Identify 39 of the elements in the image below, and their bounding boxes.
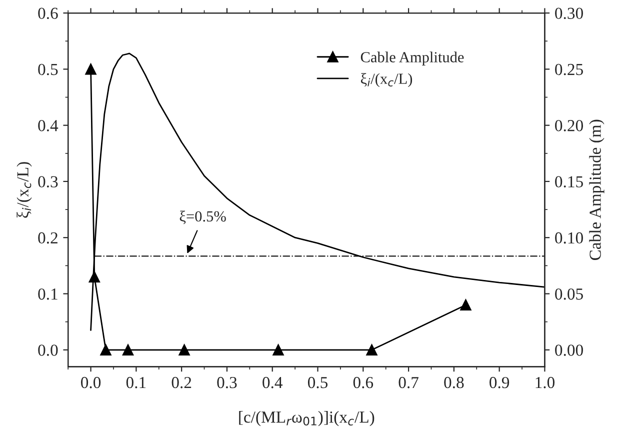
point (85, 64, 96, 75)
y-tick-label: 0.6 (38, 8, 58, 20)
x-tick-label: 0.9 (490, 376, 510, 388)
y2-tick-label: 0.30 (555, 8, 583, 20)
x-tick-label: 0.0 (81, 376, 101, 388)
y-tick-label: 0.4 (38, 120, 58, 132)
y-axis-title: ξ$_{i}$/(x$_{c}$/L) (16, 162, 32, 218)
y2-tick-label: 0.15 (555, 176, 583, 188)
y2-axis-title: Cable Amplitude (m) (589, 120, 604, 260)
y-tick-label: 0.5 (38, 64, 58, 76)
y-tick-label: 0.2 (38, 232, 58, 244)
y2-tick-label: 0.05 (555, 288, 583, 300)
annotation: ξ=0.5% (180, 210, 226, 224)
x-tick-label: 0.8 (444, 376, 464, 388)
x-tick-label: 0.4 (262, 376, 283, 388)
point (460, 299, 472, 311)
point (366, 344, 378, 356)
legend-label: Cable Amplitude (360, 52, 464, 66)
x-tick-label: 0.1 (126, 376, 146, 388)
x-tick-label: 1.0 (536, 376, 554, 388)
x-tick-label: 0.2 (172, 376, 192, 388)
x-axis-title: [c/(ML$_{r}$ω$_{01}$)]i(x$_{c}$/L) (239, 411, 374, 426)
x-tick-label: 0.6 (353, 376, 374, 388)
y-tick-label: 0.3 (38, 176, 58, 188)
point (100, 344, 112, 356)
point (272, 344, 284, 356)
y2-tick-label: 0.20 (555, 120, 583, 132)
point (178, 344, 190, 356)
y-tick-label: 0.0 (38, 344, 58, 356)
legend-label: ξ$_{i}$/(x$_{c}$/L) (360, 73, 412, 88)
x-tick-label: 0.7 (398, 376, 418, 388)
y-tick-label: 0.1 (38, 288, 58, 300)
x-tick-label: 0.3 (217, 376, 237, 388)
y2-tick-label: 0.10 (555, 232, 583, 244)
point (88, 271, 100, 282)
y2-tick-label: 0.00 (555, 344, 583, 356)
x-tick-label: 0.5 (308, 376, 328, 388)
point (122, 344, 134, 356)
y2-tick-label: 0.25 (555, 64, 583, 76)
